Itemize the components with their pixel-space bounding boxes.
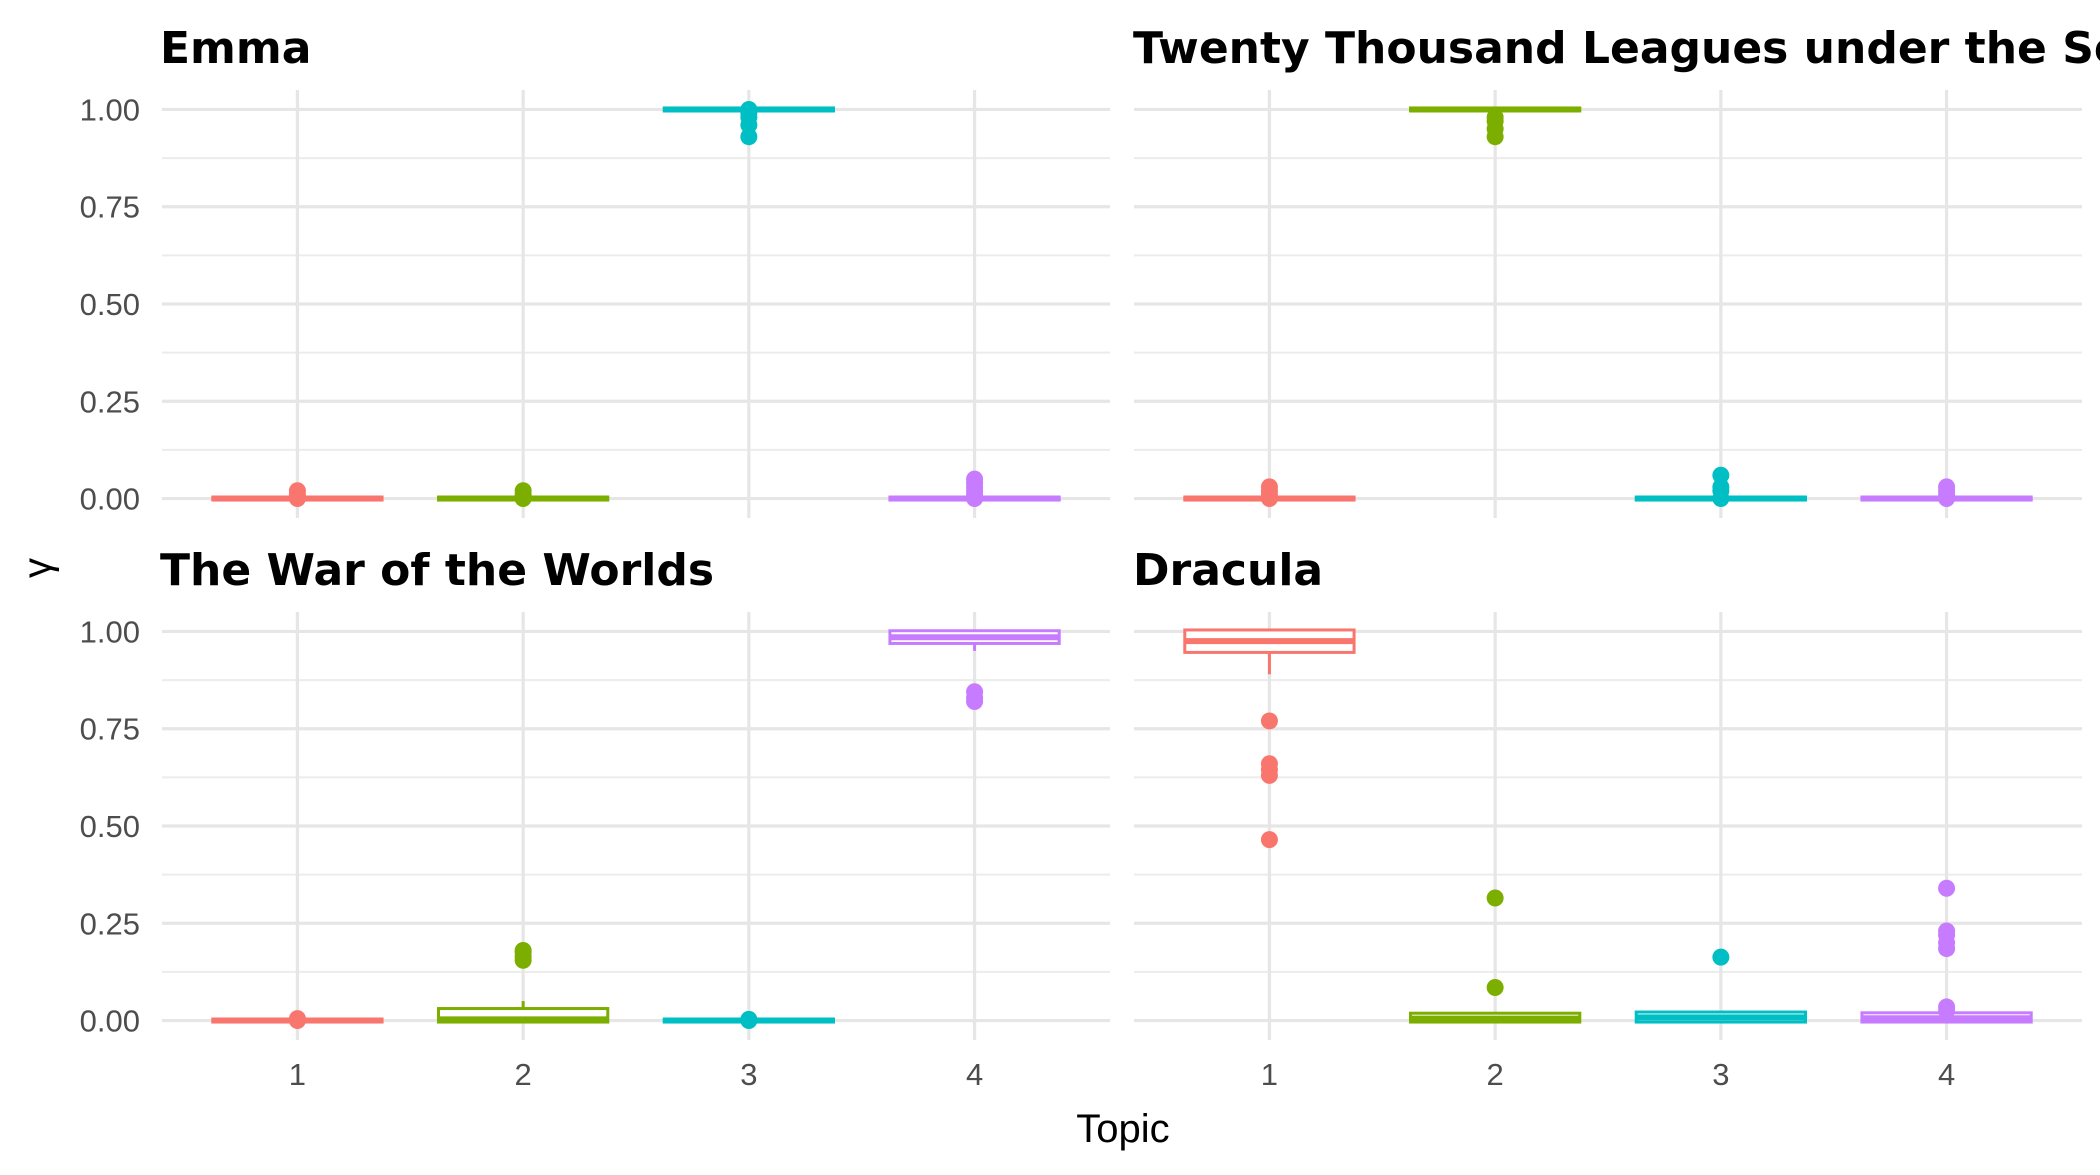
box-topic-1 [1183, 628, 1356, 849]
box-topic-4 [888, 470, 1061, 508]
y-axis-title: γ [16, 558, 60, 578]
x-tick-label: 3 [1712, 1057, 1729, 1092]
x-tick-label: 1 [289, 1057, 306, 1092]
outlier-point [1712, 948, 1730, 966]
box-topic-3 [662, 100, 836, 146]
panel-title: The War of the Worlds [160, 545, 714, 596]
y-tick-label: 1.00 [80, 614, 140, 649]
outlier-point [740, 100, 758, 118]
outlier-point [514, 482, 532, 500]
box-topic-3 [662, 1010, 836, 1030]
outlier-point [1712, 478, 1730, 496]
outlier-point [1260, 755, 1278, 773]
facet-panel-4: 1 2 3 4 Dracula [1133, 545, 2082, 1092]
outlier-point [288, 482, 306, 500]
outlier-point [1938, 879, 1956, 897]
outlier-point [1260, 478, 1278, 496]
y-tick-label: 0.75 [80, 712, 140, 747]
facet-panel-3: 0.00 0.25 0.50 0.75 1.00 1 2 3 4 The War of the W… [80, 545, 1110, 1092]
box-topic-4 [1860, 879, 2033, 1024]
facet-panel-2: Twenty Thousand Leagues under the Sea [1133, 23, 2100, 518]
outlier-point [1260, 831, 1278, 849]
x-tick-label: 2 [515, 1057, 532, 1092]
y-tick-label: 0.25 [80, 384, 140, 419]
outlier-point [740, 1010, 758, 1028]
outlier-point [1260, 712, 1278, 730]
outlier-point [1938, 998, 1956, 1016]
y-tick-label: 0.75 [80, 190, 140, 225]
outlier-point [288, 1010, 306, 1028]
x-tick-label: 4 [966, 1057, 983, 1092]
y-tick-label: 1.00 [80, 92, 140, 127]
outlier-point [1938, 478, 1956, 496]
y-tick-label: 0.25 [80, 906, 140, 941]
box-topic-2 [1409, 889, 1582, 1024]
panel-title: Dracula [1133, 545, 1323, 596]
y-tick-label: 0.50 [80, 809, 140, 844]
x-tick-label: 2 [1487, 1057, 1504, 1092]
x-tick-label: 4 [1938, 1057, 1955, 1092]
y-tick-label: 0.00 [80, 1004, 140, 1039]
box-topic-3 [1634, 948, 1807, 1024]
panel-title: Twenty Thousand Leagues under the Sea [1133, 23, 2100, 74]
x-tick-label: 3 [740, 1057, 757, 1092]
y-tick-label: 0.00 [80, 482, 140, 517]
x-axis-title: Topic [1076, 1107, 1169, 1151]
box-topic-1 [211, 1010, 384, 1030]
outlier-point [1712, 466, 1730, 484]
box-topic-2 [1409, 106, 1582, 146]
outlier-point [1486, 108, 1504, 126]
box-topic-4 [1860, 478, 2033, 508]
box-topic-2 [437, 942, 610, 1024]
box-topic-2 [437, 482, 610, 508]
box-topic-1 [1183, 478, 1356, 508]
box-topic-3 [1634, 466, 1807, 508]
box-topic-1 [211, 482, 384, 508]
outlier-point [1486, 978, 1504, 996]
facet-panel-1: 0.00 0.25 0.50 0.75 1.00 Emma [80, 23, 1110, 518]
outlier-point [1938, 922, 1956, 940]
y-tick-label: 0.50 [80, 287, 140, 322]
outlier-point [966, 683, 984, 701]
panel-title: Emma [160, 23, 311, 74]
outlier-point [966, 470, 984, 488]
outlier-point [1486, 889, 1504, 907]
x-tick-label: 1 [1261, 1057, 1278, 1092]
box-topic-4 [888, 629, 1061, 710]
outlier-point [740, 128, 758, 146]
outlier-point [514, 942, 532, 960]
